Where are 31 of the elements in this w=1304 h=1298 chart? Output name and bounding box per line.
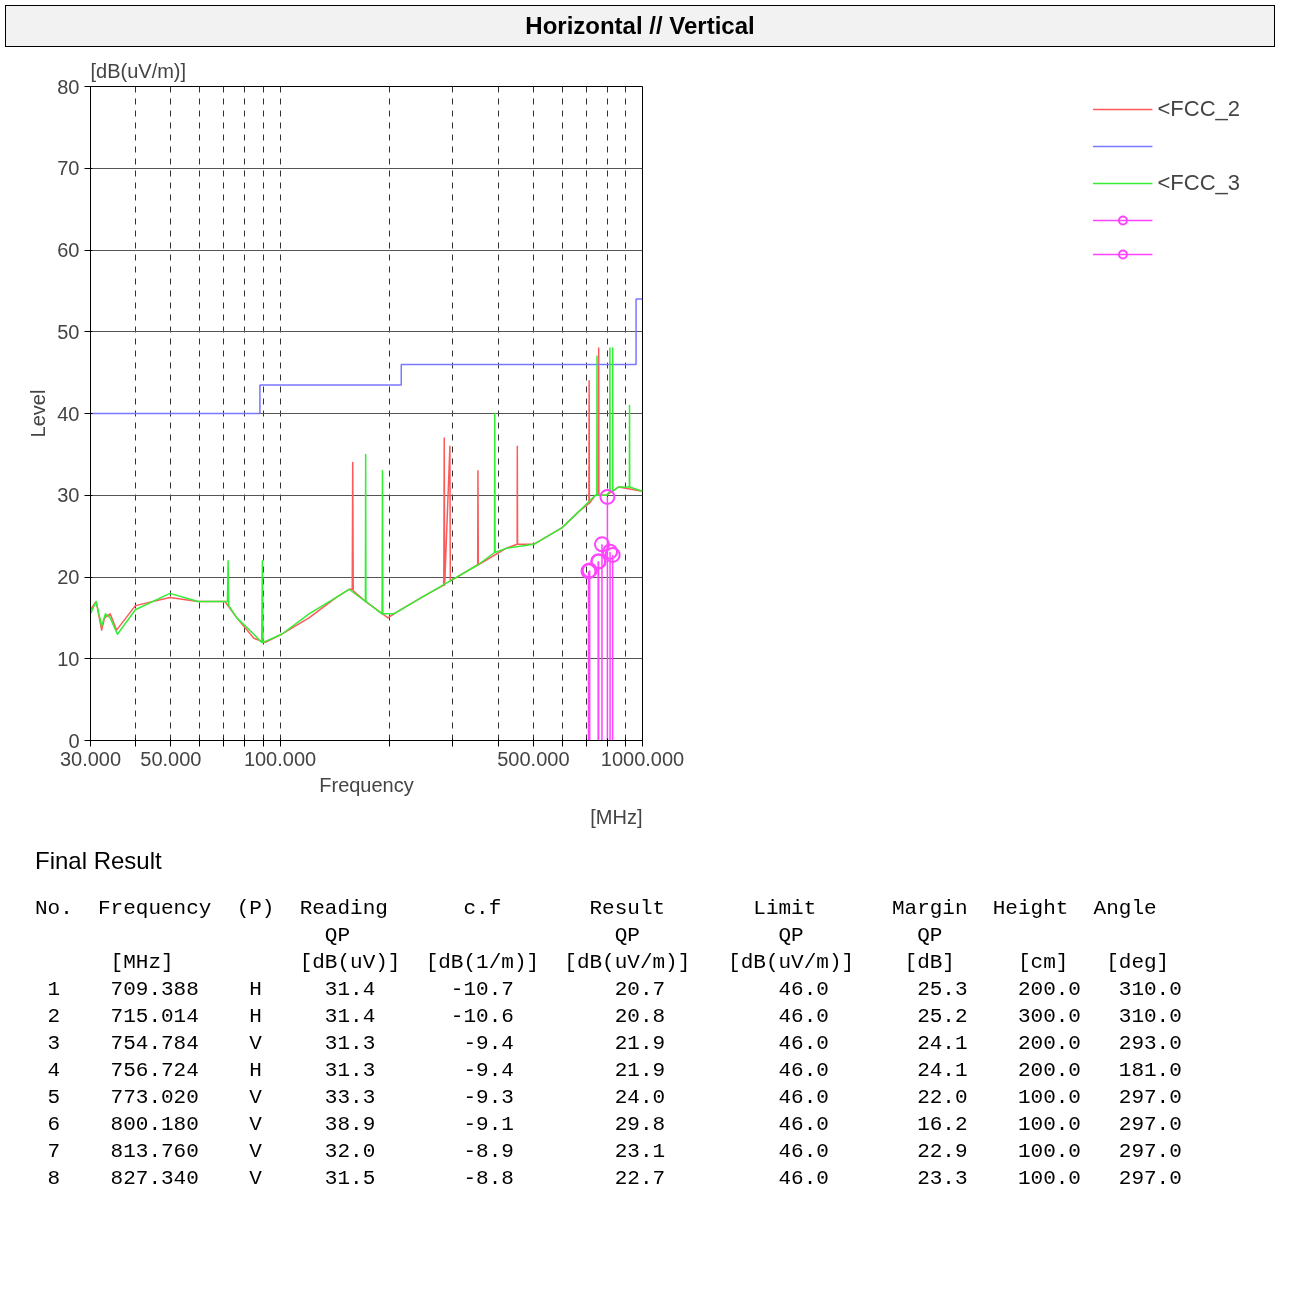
text: 1 709.388 H 31.4 -10.7 20.7 46.0 25.3 200.0 310.0 [47, 978, 1182, 1001]
text: 2 715.014 H 31.4 -10.6 20.8 46.0 25.2 300.0 310.0 [47, 1005, 1182, 1028]
y-axis-title: Level [27, 389, 50, 438]
x-axis-title: Frequency [319, 773, 414, 796]
text: 7 813.760 V 32.0 -8.9 23.1 46.0 22.9 100.0 297.0 [47, 1140, 1182, 1163]
y-tick-label: 80 [57, 75, 80, 98]
y-tick-label: 50 [57, 320, 80, 343]
y-tick-label: 10 [57, 647, 80, 670]
text: QP QP QP QP [324, 924, 943, 947]
legend-label: <FCC_2 [1157, 96, 1240, 122]
y-tick-label: 70 [57, 157, 80, 180]
text: Final Result [35, 847, 163, 875]
y-tick-label: 20 [57, 566, 80, 588]
text: 4 756.724 H 31.3 -9.4 21.9 46.0 24.1 200.0 181.0 [47, 1059, 1182, 1082]
x-tick-label: 500.000 [497, 747, 570, 770]
text: 8 827.340 V 31.5 -8.8 22.7 46.0 23.3 100.0 297.0 [47, 1167, 1182, 1190]
x-tick-label: 1000.000 [600, 747, 685, 770]
text: [MHz] [590, 805, 643, 828]
text: [MHz] [dB(uV)] [dB(1/m)] [dB(uV/m)] [dB(uV/m)] [dB] [cm] [deg] [110, 951, 1170, 974]
y-tick-label: 40 [57, 402, 80, 425]
chart-title: Horizontal // Vertical [5, 5, 1275, 47]
text: 6 800.180 V 38.9 -9.1 29.8 46.0 16.2 100.0 297.0 [47, 1113, 1182, 1136]
text: [dB(uV/m)] [90, 59, 187, 82]
text: 5 773.020 V 33.3 -9.3 24.0 46.0 22.0 100.0 297.0 [47, 1086, 1182, 1109]
text: No. Frequency (P) Reading c.f Result Limit Margin Height Angle [35, 897, 1157, 920]
y-tick-label: 60 [57, 239, 80, 261]
text: 3 754.784 V 31.3 -9.4 21.9 46.0 24.1 200.0 293.0 [47, 1032, 1182, 1055]
y-tick-label: 30 [57, 484, 80, 507]
x-tick-label: 100.000 [243, 747, 317, 770]
legend-label: <FCC_3 [1157, 170, 1240, 196]
x-tick-label: 50.000 [140, 747, 202, 770]
